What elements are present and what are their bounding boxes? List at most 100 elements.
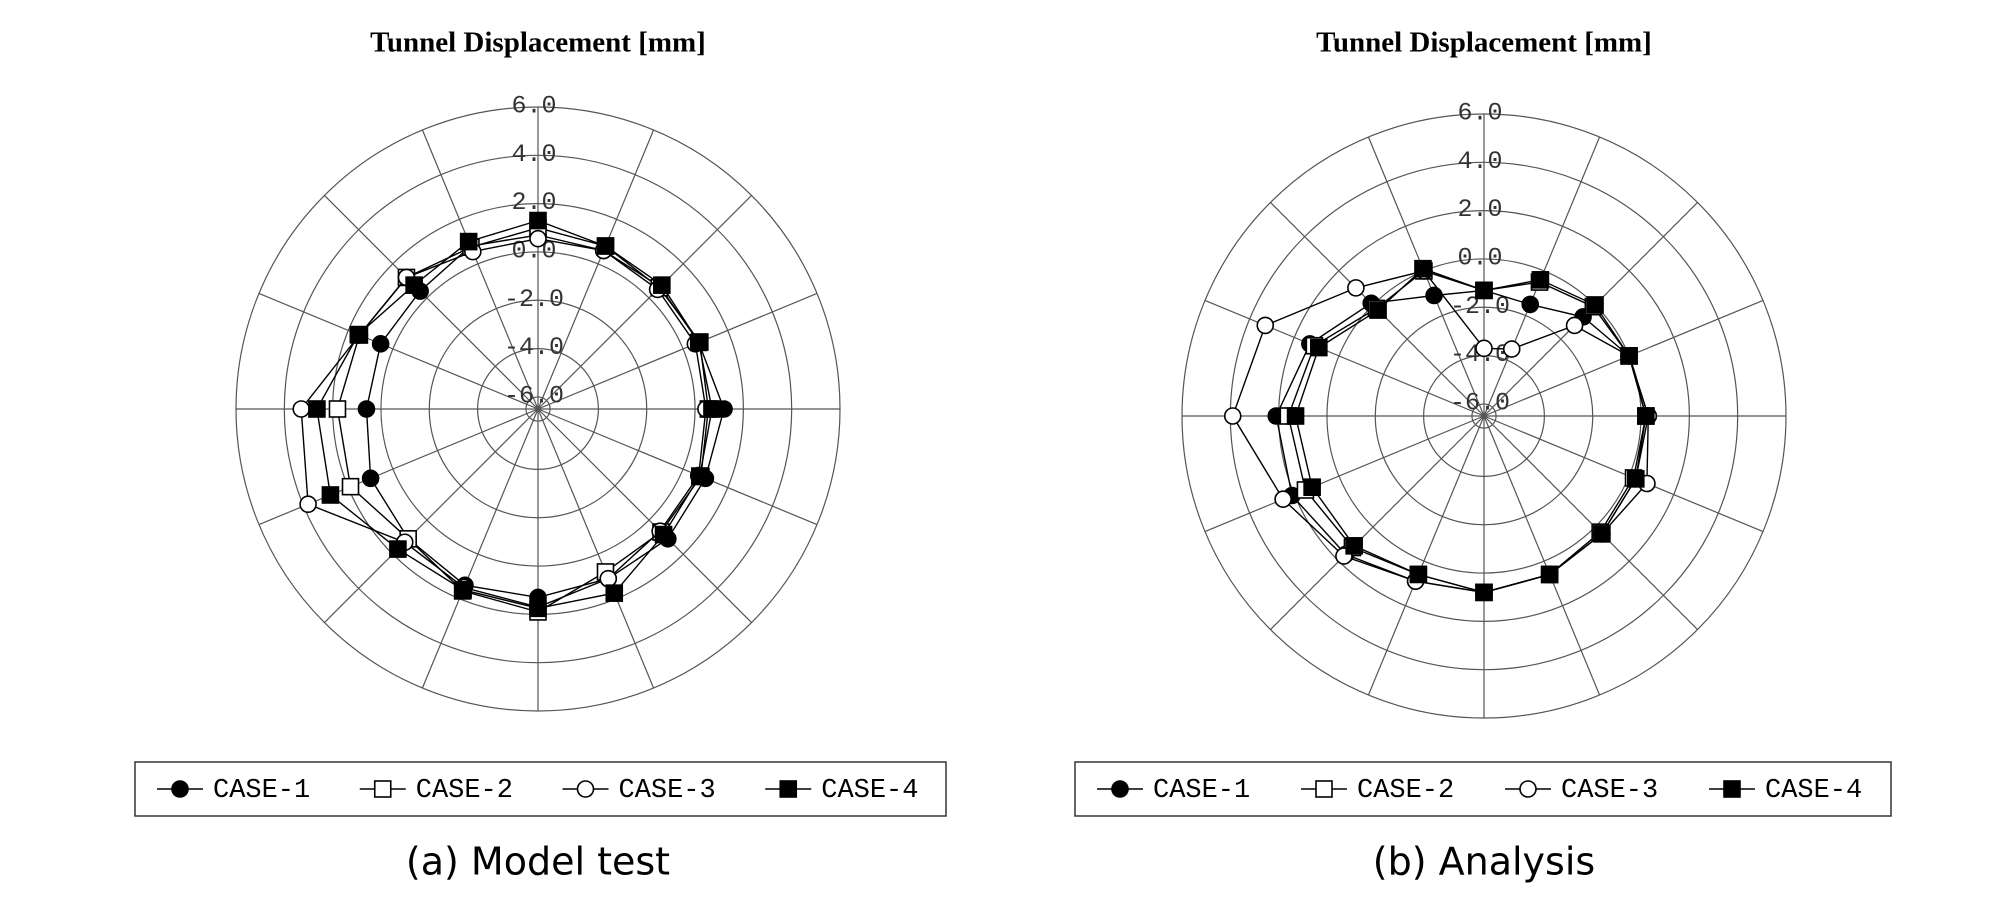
- marker: [1475, 339, 1493, 358]
- marker: [1565, 316, 1584, 335]
- marker: [321, 486, 340, 504]
- spoke: [537, 408, 655, 689]
- legend-label: CASE-3: [1561, 776, 1658, 806]
- marker: [1586, 296, 1604, 314]
- legend-marker: [1315, 780, 1333, 798]
- r-tick-label: -4.0: [504, 333, 564, 362]
- marker: [1223, 407, 1242, 425]
- chart-title: Tunnel Displacement [mm]: [1316, 27, 1652, 59]
- marker: [1414, 259, 1432, 278]
- marker: [1303, 478, 1321, 496]
- marker: [1369, 301, 1387, 319]
- spoke: [1270, 415, 1485, 630]
- legend-label: CASE-4: [821, 776, 918, 806]
- legend-label: CASE-1: [1153, 776, 1250, 806]
- marker: [459, 232, 478, 251]
- marker: [1637, 407, 1655, 425]
- spoke: [1204, 415, 1485, 533]
- radar-chart: Tunnel Displacement [mm]-6.0-4.0-2.00.02…: [134, 27, 947, 884]
- marker: [1310, 338, 1328, 357]
- marker: [654, 525, 673, 544]
- spoke: [1204, 299, 1485, 417]
- legend-label: CASE-4: [1765, 776, 1862, 806]
- spoke: [537, 129, 655, 410]
- marker: [299, 495, 317, 514]
- marker: [1521, 295, 1540, 314]
- marker: [529, 211, 547, 230]
- spoke: [1483, 415, 1764, 533]
- marker: [1347, 279, 1365, 297]
- legend-marker: [171, 780, 189, 798]
- marker: [1626, 470, 1645, 488]
- marker: [361, 469, 380, 488]
- legend-marker: [1111, 780, 1129, 798]
- marker: [529, 599, 547, 618]
- marker: [1286, 407, 1305, 425]
- marker: [1620, 347, 1638, 365]
- marker: [1274, 490, 1292, 509]
- r-tick-label: 4.0: [1457, 147, 1502, 176]
- legend-marker: [1519, 780, 1537, 798]
- spoke: [421, 408, 539, 689]
- legend-marker: [373, 780, 392, 798]
- chart-title: Tunnel Displacement [mm]: [370, 27, 706, 59]
- marker: [405, 276, 423, 294]
- marker: [1593, 525, 1611, 543]
- r-tick-label: -6.0: [504, 382, 564, 411]
- legend-marker: [576, 780, 595, 798]
- r-tick-label: 4.0: [511, 140, 556, 169]
- marker: [454, 580, 472, 599]
- spoke: [1483, 415, 1698, 630]
- marker: [308, 400, 326, 418]
- marker: [1425, 286, 1443, 305]
- marker: [328, 400, 347, 418]
- spoke: [537, 195, 752, 410]
- marker: [1345, 537, 1363, 555]
- legend-label: CASE-1: [213, 776, 310, 806]
- spoke: [421, 129, 539, 410]
- marker: [703, 400, 721, 418]
- r-tick-label: -2.0: [504, 285, 564, 314]
- marker: [292, 400, 311, 418]
- marker: [1540, 565, 1559, 584]
- marker: [691, 467, 709, 485]
- marker: [371, 335, 390, 353]
- marker: [689, 333, 708, 352]
- spoke: [537, 408, 752, 623]
- marker: [1502, 340, 1521, 358]
- spoke: [258, 292, 539, 410]
- legend-label: CASE-3: [619, 776, 716, 806]
- spoke: [537, 292, 818, 410]
- caption: (a) Model test: [406, 840, 670, 884]
- r-tick-label: -6.0: [1450, 389, 1510, 418]
- marker: [596, 237, 615, 255]
- marker: [1409, 565, 1428, 584]
- spoke: [537, 408, 818, 526]
- marker: [1475, 583, 1493, 602]
- marker: [1256, 316, 1275, 335]
- legend-marker: [1723, 780, 1741, 798]
- spoke: [324, 195, 539, 410]
- marker: [389, 540, 407, 558]
- legend-marker: [779, 780, 798, 798]
- spoke: [324, 408, 539, 623]
- r-tick-label: 6.0: [511, 92, 556, 121]
- marker: [349, 325, 368, 344]
- marker: [529, 229, 547, 248]
- spoke: [1367, 415, 1485, 696]
- radar-chart: Tunnel Displacement [mm]-6.0-4.0-2.00.02…: [1074, 27, 1892, 884]
- marker: [605, 584, 624, 602]
- marker: [653, 276, 671, 294]
- r-tick-label: 0.0: [1457, 244, 1502, 273]
- marker: [341, 477, 360, 496]
- marker: [357, 400, 376, 418]
- legend-label: CASE-2: [416, 776, 513, 806]
- marker: [1531, 271, 1550, 289]
- series-line: [316, 219, 713, 610]
- marker: [1475, 281, 1493, 300]
- caption: (b) Analysis: [1373, 840, 1595, 884]
- marker: [599, 569, 618, 588]
- spoke: [1483, 415, 1601, 696]
- r-tick-label: 6.0: [1457, 99, 1502, 128]
